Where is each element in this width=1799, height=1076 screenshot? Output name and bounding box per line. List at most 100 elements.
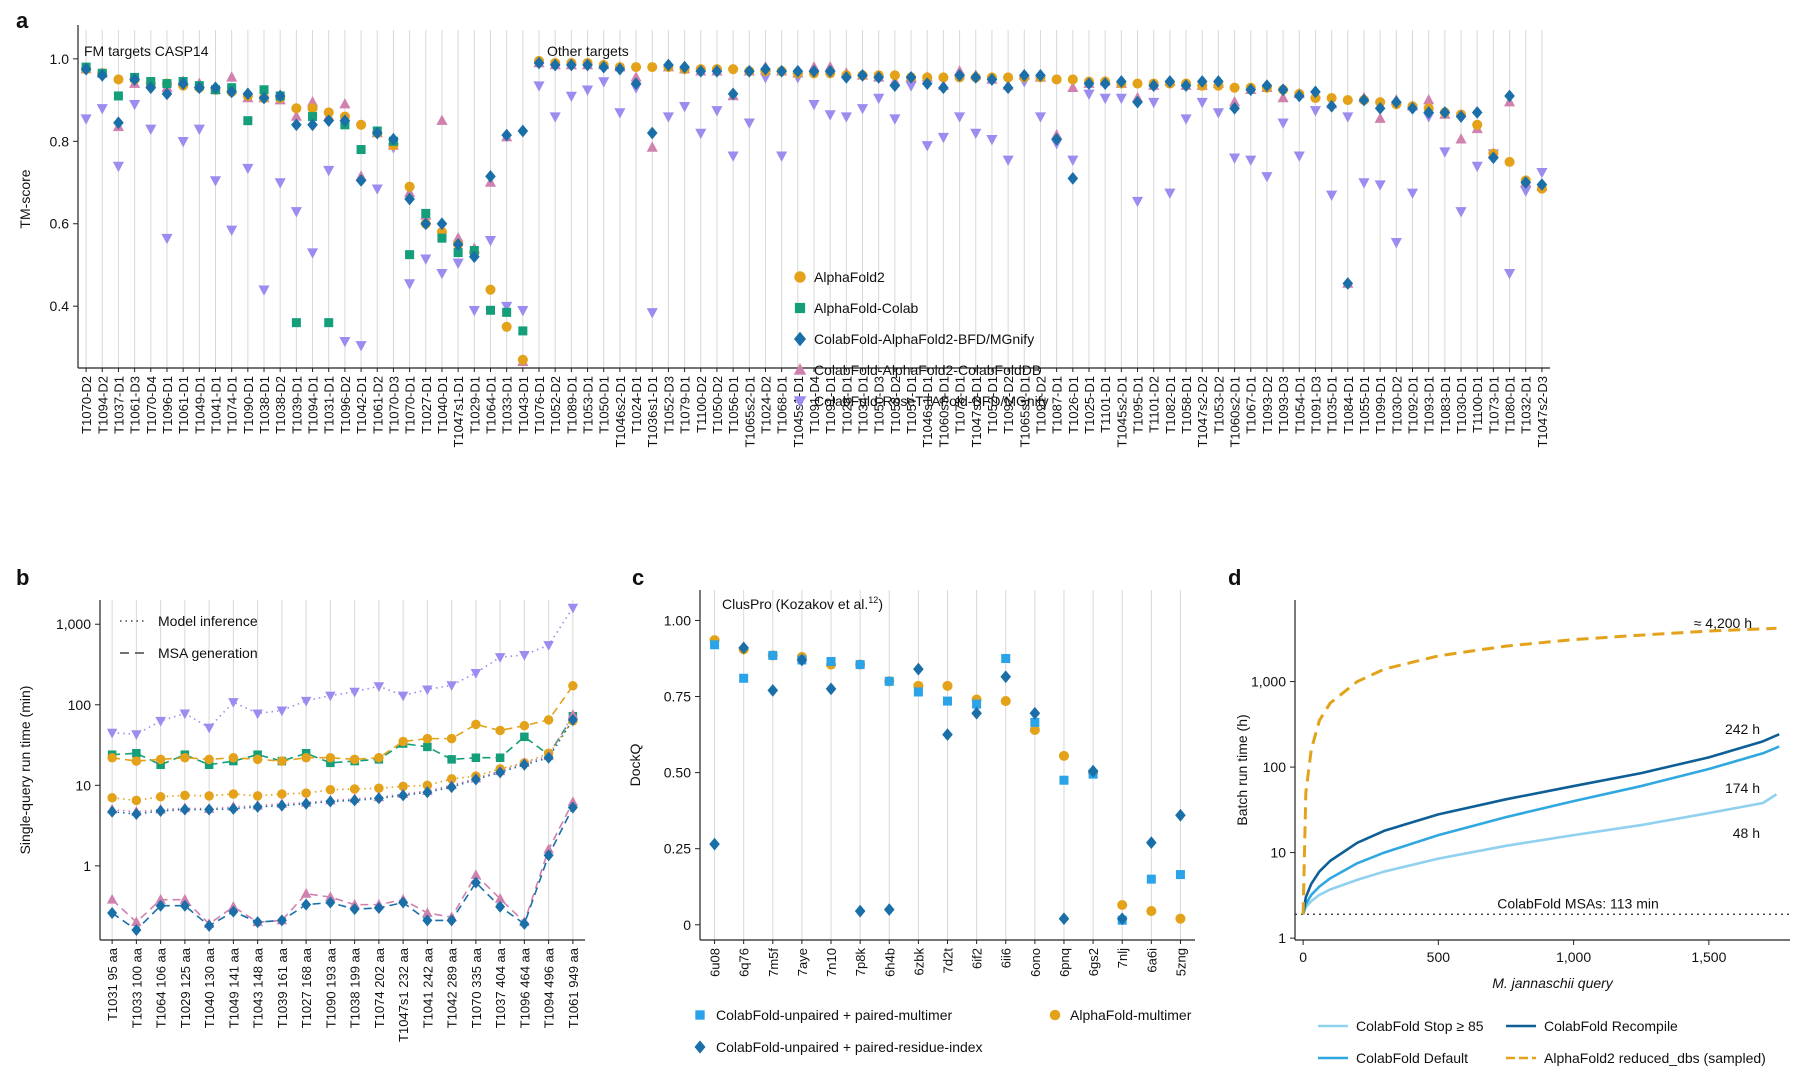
point-triangle-down <box>501 301 513 313</box>
point-circle <box>107 752 117 763</box>
point-triangle-down <box>743 118 755 129</box>
point-diamond <box>495 766 506 779</box>
point-circle <box>155 754 166 765</box>
point-diamond <box>226 85 237 99</box>
point-diamond <box>598 60 610 74</box>
legend-marker-triangle-down <box>793 396 807 408</box>
y-tick-label: 100 <box>68 697 92 713</box>
x-tick-label: T1053-D1 <box>581 376 596 434</box>
point-diamond <box>470 773 481 786</box>
point-diamond <box>276 914 287 927</box>
point-diamond <box>1099 77 1111 90</box>
point-square <box>502 307 512 317</box>
point-diamond <box>517 124 529 138</box>
x-tick-label: 7n10 <box>824 948 839 977</box>
point-triangle-down <box>1212 108 1224 119</box>
x-tick-label: T1052-D3 <box>661 376 676 434</box>
y-tick-label: 1,000 <box>1251 674 1286 690</box>
panel-d: 1 10 100 1,000 0 500 1,000 1,500 Batch run time … <box>1234 600 1790 1066</box>
point-diamond <box>738 641 749 655</box>
point-diamond <box>1261 79 1273 93</box>
point-triangle-down <box>1439 147 1451 158</box>
point-square <box>1030 717 1040 727</box>
x-tick-label: 7d2t <box>941 948 956 974</box>
point-diamond <box>567 801 578 814</box>
x-tick-label: T1074 202 aa <box>372 947 387 1028</box>
point-triangle-up <box>1229 96 1241 107</box>
point-circle <box>180 790 190 801</box>
point-diamond <box>679 60 690 74</box>
series-line <box>112 714 574 813</box>
point-diamond <box>1293 89 1305 103</box>
legend-label: AlphaFold2 <box>814 269 885 285</box>
point-triangle-down <box>209 176 222 187</box>
point-circle <box>1504 156 1515 167</box>
point-diamond <box>1245 83 1257 97</box>
point-diamond <box>954 68 965 82</box>
point-diamond <box>355 174 367 187</box>
point-triangle-down <box>96 104 108 115</box>
point-triangle-down <box>1067 155 1079 166</box>
x-tick-label: T1065s1-D1 <box>1017 376 1032 448</box>
point-triangle-down <box>300 696 312 707</box>
point-triangle-up <box>155 893 166 904</box>
point-diamond <box>971 706 982 720</box>
point-diamond <box>388 132 399 146</box>
point-diamond <box>533 56 545 70</box>
x-tick-label: 7m5f <box>766 948 781 977</box>
y-tick-label: 0.50 <box>664 765 691 781</box>
point-triangle-down <box>161 233 173 245</box>
x-tick-label: T1030-D2 <box>1389 376 1404 434</box>
x-tick-label: T1054-D1 <box>1292 376 1307 434</box>
point-diamond <box>727 87 739 101</box>
point-diamond <box>179 803 190 816</box>
point-diamond <box>1029 706 1041 720</box>
x-tick-label: T1061 949 aa <box>566 947 581 1028</box>
point-circle <box>307 103 318 114</box>
point-square <box>471 753 481 762</box>
annotation-fm-targets: FM targets CASP14 <box>84 43 209 59</box>
x-axis-label: M. jannaschii query <box>1492 975 1614 991</box>
x-tick-label: T1026-D1 <box>1066 376 1081 434</box>
point-circle <box>1472 119 1483 130</box>
x-tick-label: T1058-D2 <box>888 376 903 434</box>
x-tick-label: T1045s2-D1 <box>1114 376 1129 448</box>
point-circle <box>568 681 578 691</box>
point-triangle-down <box>446 681 457 691</box>
point-square <box>913 687 923 697</box>
x-tick-label: T1047s1 232 aa <box>396 947 411 1042</box>
x-tick-label: T1058-D1 <box>1179 376 1194 434</box>
x-tick-label: T1087-D1 <box>1050 376 1065 434</box>
point-diamond <box>1002 81 1014 95</box>
point-diamond <box>1488 151 1499 165</box>
x-tick-label: T1030-D1 <box>1454 376 1469 434</box>
point-triangle-down <box>422 685 433 696</box>
point-diamond <box>96 68 108 82</box>
point-circle <box>728 64 739 75</box>
x-tick-label: T1024-D2 <box>758 376 773 434</box>
point-diamond <box>913 662 924 676</box>
point-diamond <box>543 751 554 764</box>
point-triangle-down <box>155 716 166 727</box>
point-circle <box>325 752 336 763</box>
point-diamond <box>646 126 658 140</box>
reference-line-label: ColabFold MSAs: 113 min <box>1497 895 1659 911</box>
point-diamond <box>452 237 464 251</box>
point-circle <box>404 181 415 192</box>
point-diamond <box>373 792 384 805</box>
legend-marker-diamond <box>794 331 806 347</box>
x-tick-label: T1090-D1 <box>241 376 256 434</box>
point-triangle-down <box>937 132 949 144</box>
y-tick-label: 10 <box>1270 845 1286 861</box>
point-triangle-up <box>179 893 191 904</box>
point-triangle-down <box>339 336 351 348</box>
point-diamond <box>228 905 239 918</box>
x-tick-label: T1052-D1 <box>985 376 1000 434</box>
point-diamond <box>228 802 239 815</box>
point-diamond <box>776 64 787 78</box>
point-diamond <box>307 118 318 132</box>
point-triangle-down <box>1115 93 1127 105</box>
x-tick-label: T1061-D3 <box>128 376 143 434</box>
x-tick-label: T1100-D2 <box>694 376 709 433</box>
point-diamond <box>1067 172 1079 185</box>
